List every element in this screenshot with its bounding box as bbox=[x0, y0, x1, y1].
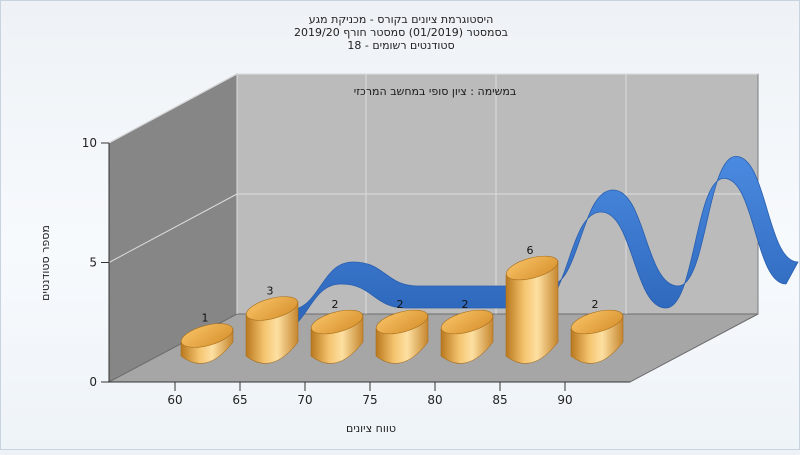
bar-top-cap bbox=[310, 309, 364, 335]
chart-title-line-1: היסטוגרמת ציונים בקורס - מכניקת מגע bbox=[309, 13, 494, 26]
y-axis-ticks: 0 5 10 bbox=[82, 136, 110, 389]
data-label: 1 bbox=[202, 312, 209, 325]
bar-90: 2 bbox=[570, 298, 624, 364]
bar-80: 2 bbox=[440, 298, 494, 364]
data-label: 2 bbox=[592, 298, 599, 311]
x-tick-label: 90 bbox=[557, 393, 572, 407]
bar-top-cap bbox=[440, 309, 494, 335]
bar-top-cap bbox=[245, 296, 299, 321]
data-label: 2 bbox=[332, 298, 339, 311]
bar-65: 3 bbox=[245, 285, 299, 364]
x-tick-label: 65 bbox=[232, 393, 247, 407]
data-label: 2 bbox=[462, 298, 469, 311]
y-tick-label: 10 bbox=[82, 136, 97, 150]
x-tick-label: 70 bbox=[297, 393, 312, 407]
bar-70: 2 bbox=[310, 298, 364, 364]
bar-top-cap bbox=[375, 309, 429, 335]
data-label: 6 bbox=[527, 244, 534, 257]
y-tick-label: 0 bbox=[89, 375, 97, 389]
bar-top-cap bbox=[180, 323, 234, 348]
chart-title-line-3: סטודנטים רשומים - 18 bbox=[347, 39, 454, 52]
x-tick-label: 75 bbox=[362, 393, 377, 407]
x-tick-label: 60 bbox=[167, 393, 182, 407]
bar-body bbox=[505, 260, 559, 364]
data-label: 3 bbox=[267, 285, 274, 298]
x-axis-label: טווח ציונים bbox=[346, 422, 396, 435]
bar-top-cap bbox=[505, 255, 559, 281]
x-axis-ticks: 60 65 70 75 80 85 90 bbox=[109, 381, 630, 407]
bars-group: 1 3 2 2 2 6 2 bbox=[180, 244, 624, 364]
y-axis-label: מספר סטודנטים bbox=[39, 225, 52, 301]
grid-line-side bbox=[108, 193, 238, 263]
x-tick-label: 85 bbox=[492, 393, 507, 407]
chart-annotation: במשימה : ציון סופי במחשב המרכזי bbox=[354, 85, 517, 98]
bar-75: 2 bbox=[375, 298, 429, 364]
grid-line-side bbox=[108, 73, 238, 144]
trend-ribbon bbox=[275, 155, 799, 333]
y-tick-label: 5 bbox=[89, 256, 97, 270]
chart-title-line-2: בסמסטר (01/2019) סמסטר חורף 2019/20 bbox=[294, 26, 508, 39]
data-label: 2 bbox=[397, 298, 404, 311]
x-tick-label: 80 bbox=[427, 393, 442, 407]
bar-60: 1 bbox=[180, 312, 234, 364]
bar-top-cap bbox=[570, 309, 624, 335]
bar-85: 6 bbox=[505, 244, 559, 364]
